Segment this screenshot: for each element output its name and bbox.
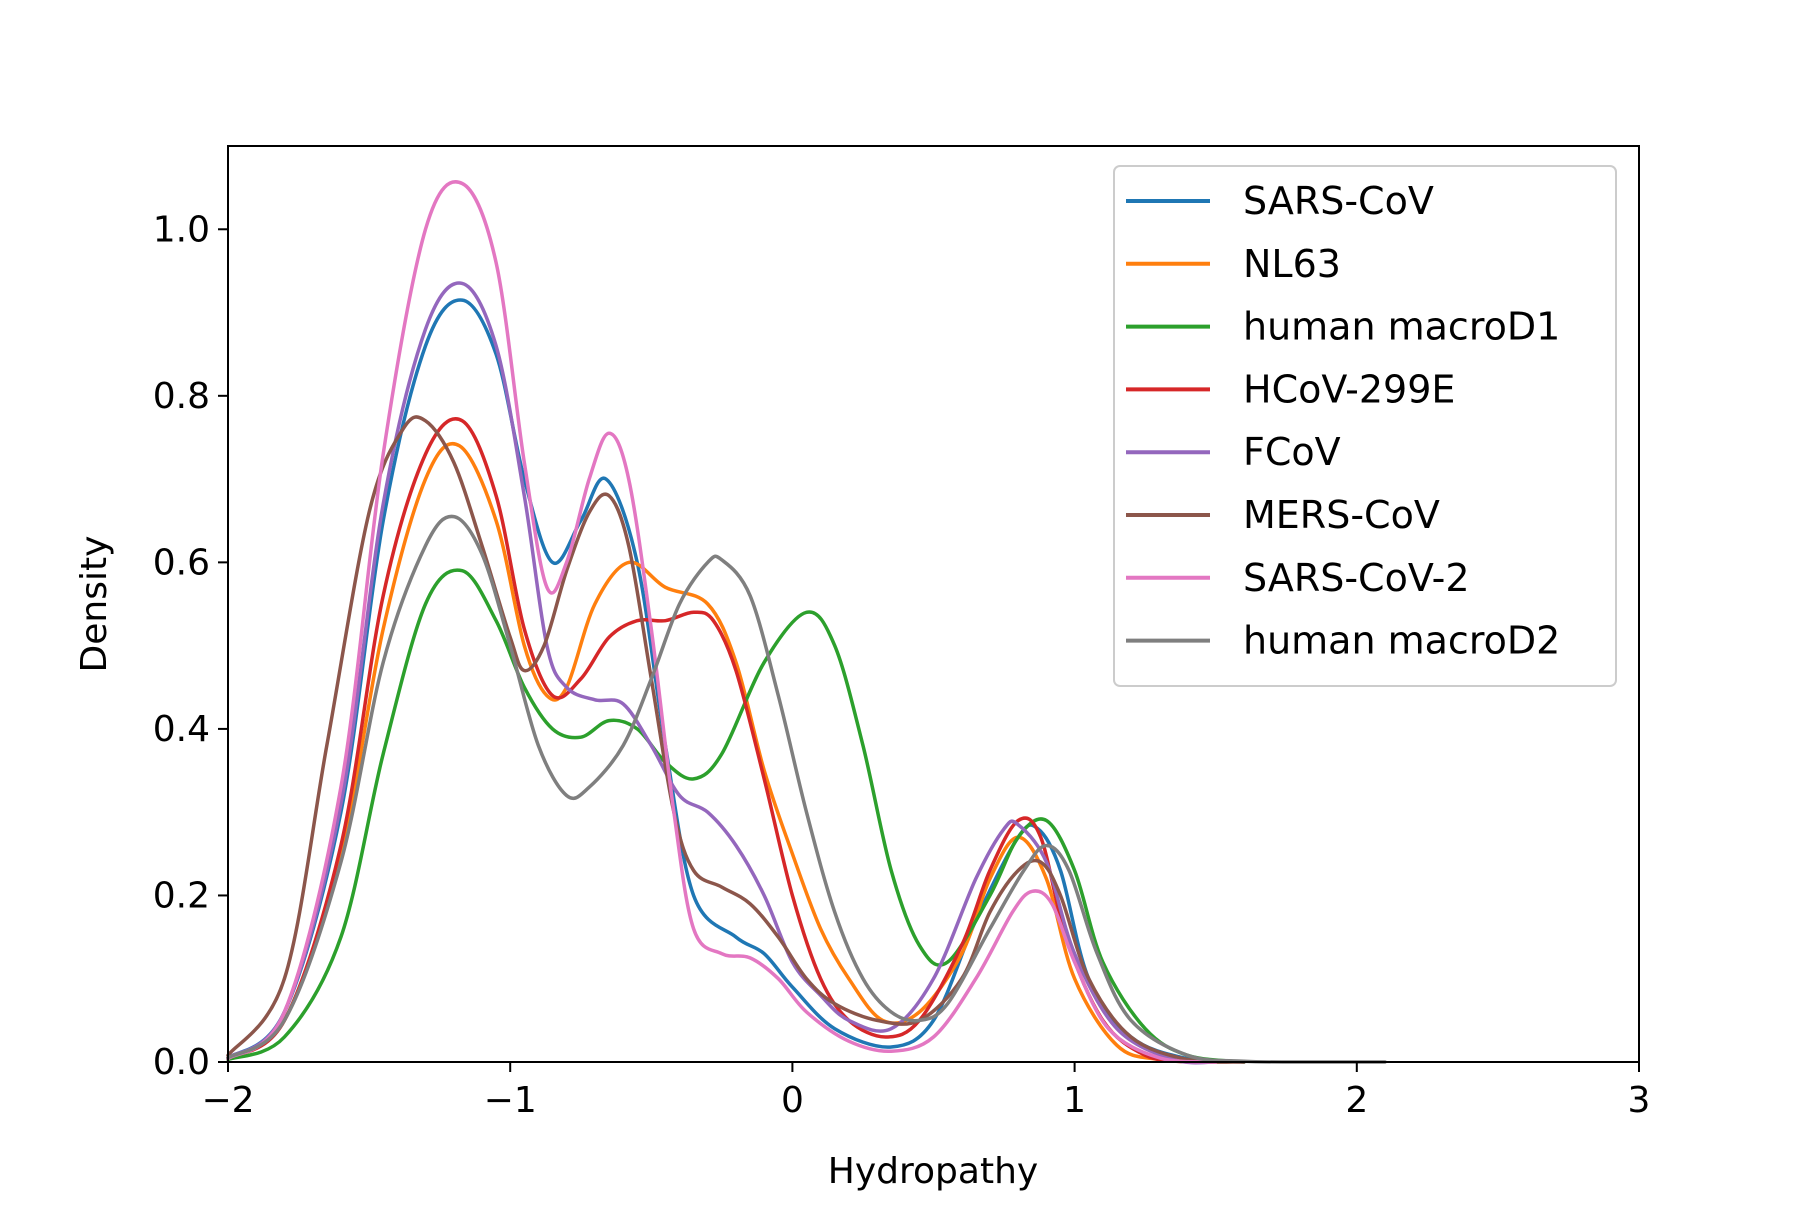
series-layer xyxy=(226,180,1387,1065)
series-line-human-macrod2 xyxy=(226,514,1387,1064)
series-line-mers-cov xyxy=(226,415,1246,1064)
legend: SARS-CoV NL63 human macroD1 HCoV-299E FCoV ME… xyxy=(1113,165,1617,687)
x-tick-label: 0 xyxy=(781,1080,804,1121)
x-tick-label: −1 xyxy=(484,1080,537,1121)
x-tick-label: 1 xyxy=(1063,1080,1086,1121)
legend-label: MERS-CoV xyxy=(1243,493,1440,537)
legend-label: FCoV xyxy=(1243,430,1341,474)
x-axis-ticks: −2 −1 0 1 2 3 xyxy=(201,1062,1650,1121)
y-axis-title: Density xyxy=(74,536,115,673)
legend-label: human macroD1 xyxy=(1243,305,1560,349)
y-tick-label: 0.2 xyxy=(153,875,210,916)
y-axis-ticks: 0.0 0.2 0.4 0.6 0.8 1.0 xyxy=(153,209,228,1083)
x-tick-label: 2 xyxy=(1345,1080,1368,1121)
y-tick-label: 0.6 xyxy=(153,542,210,583)
x-axis-title: Hydropathy xyxy=(828,1151,1038,1192)
x-tick-label: −2 xyxy=(201,1080,254,1121)
y-tick-label: 0.8 xyxy=(153,376,210,417)
series-line-sars-cov-2 xyxy=(226,180,1218,1064)
y-tick-label: 1.0 xyxy=(153,209,210,250)
series-line-fcov xyxy=(226,281,1218,1065)
legend-label: SARS-CoV-2 xyxy=(1243,556,1470,600)
series-line-hcov-299e xyxy=(226,417,1190,1064)
legend-label: HCoV-299E xyxy=(1243,367,1455,411)
plot-frame xyxy=(227,145,1640,1063)
legend-box xyxy=(1113,165,1617,687)
x-tick-label: 3 xyxy=(1628,1080,1651,1121)
series-line-human-macrod1 xyxy=(226,568,1246,1064)
legend-label: SARS-CoV xyxy=(1243,179,1434,223)
y-tick-label: 0.0 xyxy=(153,1042,210,1083)
legend-label: NL63 xyxy=(1243,242,1341,286)
y-tick-label: 0.4 xyxy=(153,709,210,750)
legend-label: human macroD2 xyxy=(1243,619,1560,663)
